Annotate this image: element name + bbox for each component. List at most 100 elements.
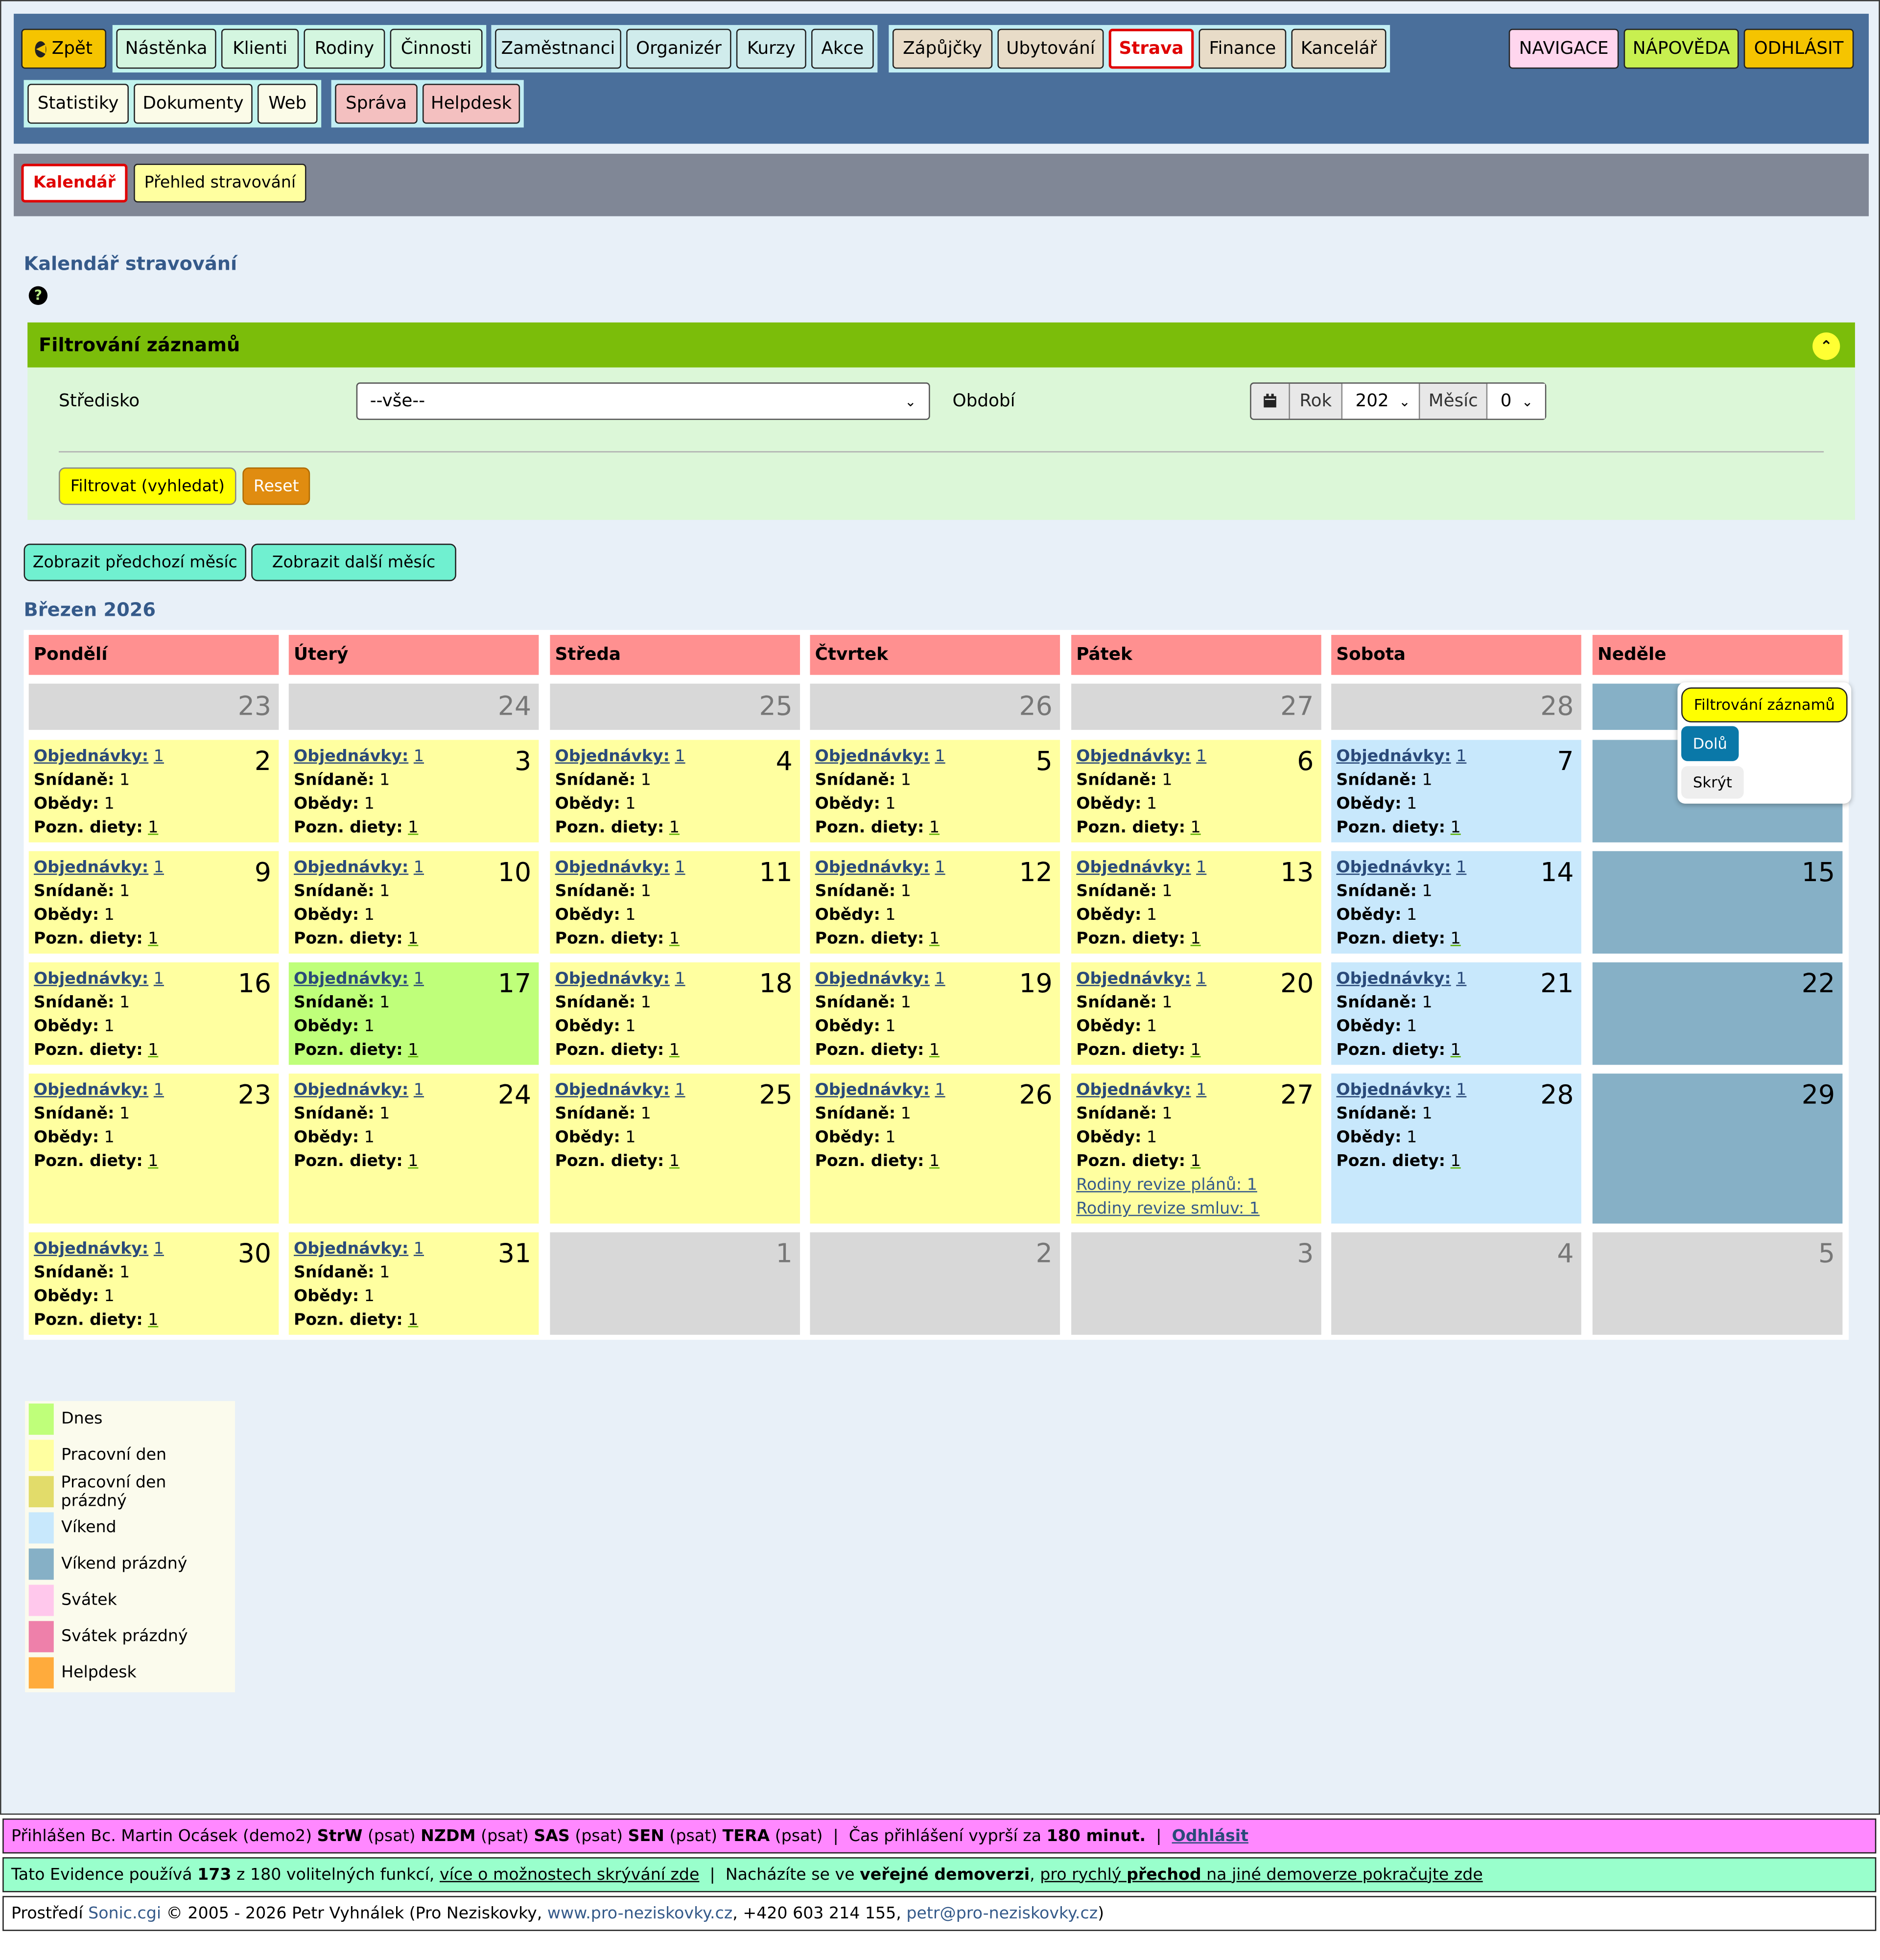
nav-dokumenty[interactable]: Dokumenty bbox=[134, 84, 253, 124]
calendar-day[interactable]: 3 Objednávky: 1 Snídaně: 1 Obědy: 1 Pozn. di… bbox=[288, 740, 539, 842]
orders-count[interactable]: 1 bbox=[675, 1081, 685, 1100]
orders-count[interactable]: 1 bbox=[675, 970, 685, 989]
orders-count[interactable]: 1 bbox=[413, 747, 424, 767]
extra-record-link[interactable]: Rodiny revize plánů: 1 bbox=[1076, 1176, 1257, 1195]
orders-count[interactable]: 1 bbox=[413, 1239, 424, 1259]
calendar-day[interactable]: 5 Objednávky: 1 Snídaně: 1 Obědy: 1 Pozn. di… bbox=[810, 740, 1060, 842]
orders-count[interactable]: 1 bbox=[413, 970, 424, 989]
calendar-day[interactable]: 7 Objednávky: 1 Snídaně: 1 Obědy: 1 Pozn. di… bbox=[1331, 740, 1581, 842]
diet-line-value[interactable]: 1 bbox=[148, 1152, 159, 1171]
extra-record-link[interactable]: Rodiny revize smluv: 1 bbox=[1076, 1200, 1260, 1219]
diet-line-value[interactable]: 1 bbox=[929, 1041, 940, 1060]
calendar-day[interactable]: 13 Objednávky: 1 Snídaně: 1 Obědy: 1 Pozn. d… bbox=[1071, 851, 1321, 954]
orders-count[interactable]: 1 bbox=[1196, 1081, 1207, 1100]
prev-month-button[interactable]: Zobrazit předchozí měsíc bbox=[24, 543, 246, 582]
mesic-select[interactable]: 0 ⌄ bbox=[1488, 383, 1545, 419]
nav-kurzy[interactable]: Kurzy bbox=[736, 28, 806, 69]
nav-rodiny[interactable]: Rodiny bbox=[304, 28, 385, 69]
orders-count[interactable]: 1 bbox=[1456, 859, 1467, 878]
calendar-day[interactable]: 19 Objednávky: 1 Snídaně: 1 Obědy: 1 Pozn. d… bbox=[810, 962, 1060, 1065]
orders-link[interactable]: Objednávky: bbox=[555, 1081, 670, 1100]
nav-finance[interactable]: Finance bbox=[1198, 28, 1287, 69]
calendar-day[interactable]: 22 bbox=[1592, 962, 1843, 1065]
nav-sprava[interactable]: Správa bbox=[335, 84, 418, 124]
orders-link[interactable]: Objednávky: bbox=[1336, 747, 1451, 767]
orders-link[interactable]: Objednávky: bbox=[555, 747, 670, 767]
nav-akce[interactable]: Akce bbox=[811, 28, 874, 69]
orders-count[interactable]: 1 bbox=[153, 1081, 164, 1100]
orders-link[interactable]: Objednávky: bbox=[815, 970, 930, 989]
orders-link[interactable]: Objednávky: bbox=[555, 970, 670, 989]
popup-hide-button[interactable]: Skrýt bbox=[1681, 766, 1744, 799]
odhlasit-button[interactable]: ODHLÁSIT bbox=[1743, 28, 1854, 69]
calendar-day[interactable]: 4 Objednávky: 1 Snídaně: 1 Obědy: 1 Pozn. di… bbox=[550, 740, 800, 842]
calendar-day[interactable]: 16 Objednávky: 1 Snídaně: 1 Obědy: 1 Pozn. d… bbox=[28, 962, 279, 1065]
orders-link[interactable]: Objednávky: bbox=[555, 859, 670, 878]
calendar-day[interactable]: 9 Objednávky: 1 Snídaně: 1 Obědy: 1 Pozn. di… bbox=[28, 851, 279, 954]
nav-organizer[interactable]: Organizér bbox=[626, 28, 731, 69]
orders-link[interactable]: Objednávky: bbox=[1076, 747, 1191, 767]
calendar-day[interactable]: 12 Objednávky: 1 Snídaně: 1 Obědy: 1 Pozn. d… bbox=[810, 851, 1060, 954]
tab-prehled-stravovani[interactable]: Přehled stravování bbox=[134, 163, 306, 203]
orders-link[interactable]: Objednávky: bbox=[815, 747, 930, 767]
calendar-day[interactable]: 25 Objednávky: 1 Snídaně: 1 Obědy: 1 Pozn. d… bbox=[550, 1073, 800, 1224]
nav-nastenka[interactable]: Nástěnka bbox=[116, 28, 216, 69]
diet-line-value[interactable]: 1 bbox=[408, 818, 419, 838]
napoveda-button[interactable]: NÁPOVĚDA bbox=[1623, 28, 1739, 69]
calendar-day[interactable]: 15 bbox=[1592, 851, 1843, 954]
orders-count[interactable]: 1 bbox=[413, 1081, 424, 1100]
features-hiding-link[interactable]: více o možnostech skrývání zde bbox=[440, 1865, 700, 1884]
calendar-day[interactable]: 29 bbox=[1592, 1073, 1843, 1224]
nav-web[interactable]: Web bbox=[257, 84, 318, 124]
calendar-day[interactable]: 23 Objednávky: 1 Snídaně: 1 Obědy: 1 Pozn. d… bbox=[28, 1073, 279, 1224]
orders-count[interactable]: 1 bbox=[153, 970, 164, 989]
orders-count[interactable]: 1 bbox=[935, 859, 945, 878]
orders-count[interactable]: 1 bbox=[1196, 970, 1207, 989]
diet-line-value[interactable]: 1 bbox=[1450, 1152, 1461, 1171]
orders-count[interactable]: 1 bbox=[413, 859, 424, 878]
tab-kalendar[interactable]: Kalendář bbox=[21, 163, 128, 203]
sonic-link[interactable]: Sonic.cgi bbox=[88, 1904, 162, 1923]
calendar-day[interactable]: 17 Objednávky: 1 Snídaně: 1 Obědy: 1 Pozn. d… bbox=[288, 962, 539, 1065]
orders-count[interactable]: 1 bbox=[153, 747, 164, 767]
orders-link[interactable]: Objednávky: bbox=[33, 970, 149, 989]
diet-line-value[interactable]: 1 bbox=[408, 930, 419, 949]
calendar-day[interactable]: 1 bbox=[550, 1232, 800, 1335]
filter-submit-button[interactable]: Filtrovat (vyhledat) bbox=[59, 467, 236, 505]
orders-link[interactable]: Objednávky: bbox=[294, 1239, 409, 1259]
orders-link[interactable]: Objednávky: bbox=[1336, 859, 1451, 878]
orders-link[interactable]: Objednávky: bbox=[33, 747, 149, 767]
stredisko-select[interactable]: --vše-- ⌄ bbox=[356, 382, 930, 420]
calendar-day[interactable]: 27 Objednávky: 1 Snídaně: 1 Obědy: 1 Pozn. d… bbox=[1071, 1073, 1321, 1224]
website-link[interactable]: www.pro-neziskovky.cz bbox=[547, 1904, 733, 1923]
diet-line-value[interactable]: 1 bbox=[148, 930, 159, 949]
nav-strava[interactable]: Strava bbox=[1108, 28, 1194, 69]
calendar-day[interactable]: 24 Objednávky: 1 Snídaně: 1 Obědy: 1 Pozn. d… bbox=[288, 1073, 539, 1224]
orders-count[interactable]: 1 bbox=[1456, 1081, 1467, 1100]
diet-line-value[interactable]: 1 bbox=[929, 930, 940, 949]
back-button[interactable]: ◀ Zpět bbox=[21, 28, 107, 69]
orders-count[interactable]: 1 bbox=[1196, 859, 1207, 878]
orders-count[interactable]: 1 bbox=[675, 859, 685, 878]
orders-count[interactable]: 1 bbox=[935, 747, 945, 767]
calendar-day[interactable]: 2 bbox=[810, 1232, 1060, 1335]
calendar-icon[interactable] bbox=[1251, 383, 1290, 419]
nav-kancelar[interactable]: Kancelář bbox=[1291, 28, 1386, 69]
chevron-up-icon[interactable]: ⌃ bbox=[1812, 332, 1840, 360]
orders-link[interactable]: Objednávky: bbox=[294, 970, 409, 989]
calendar-day[interactable]: 26 Objednávky: 1 Snídaně: 1 Obědy: 1 Pozn. d… bbox=[810, 1073, 1060, 1224]
orders-link[interactable]: Objednávky: bbox=[815, 1081, 930, 1100]
orders-link[interactable]: Objednávky: bbox=[33, 859, 149, 878]
diet-line-value[interactable]: 1 bbox=[408, 1311, 419, 1330]
calendar-day[interactable]: 5 bbox=[1592, 1232, 1843, 1335]
nav-cinnosti[interactable]: Činnosti bbox=[390, 28, 483, 69]
diet-line-value[interactable]: 1 bbox=[148, 818, 159, 838]
diet-line-value[interactable]: 1 bbox=[929, 818, 940, 838]
calendar-day[interactable]: 31 Objednávky: 1 Snídaně: 1 Obědy: 1 Pozn. d… bbox=[288, 1232, 539, 1335]
orders-link[interactable]: Objednávky: bbox=[1336, 970, 1451, 989]
orders-link[interactable]: Objednávky: bbox=[33, 1239, 149, 1259]
orders-count[interactable]: 1 bbox=[935, 970, 945, 989]
filter-reset-button[interactable]: Reset bbox=[242, 467, 310, 505]
nav-ubytovani[interactable]: Ubytování bbox=[997, 28, 1104, 69]
orders-count[interactable]: 1 bbox=[153, 1239, 164, 1259]
